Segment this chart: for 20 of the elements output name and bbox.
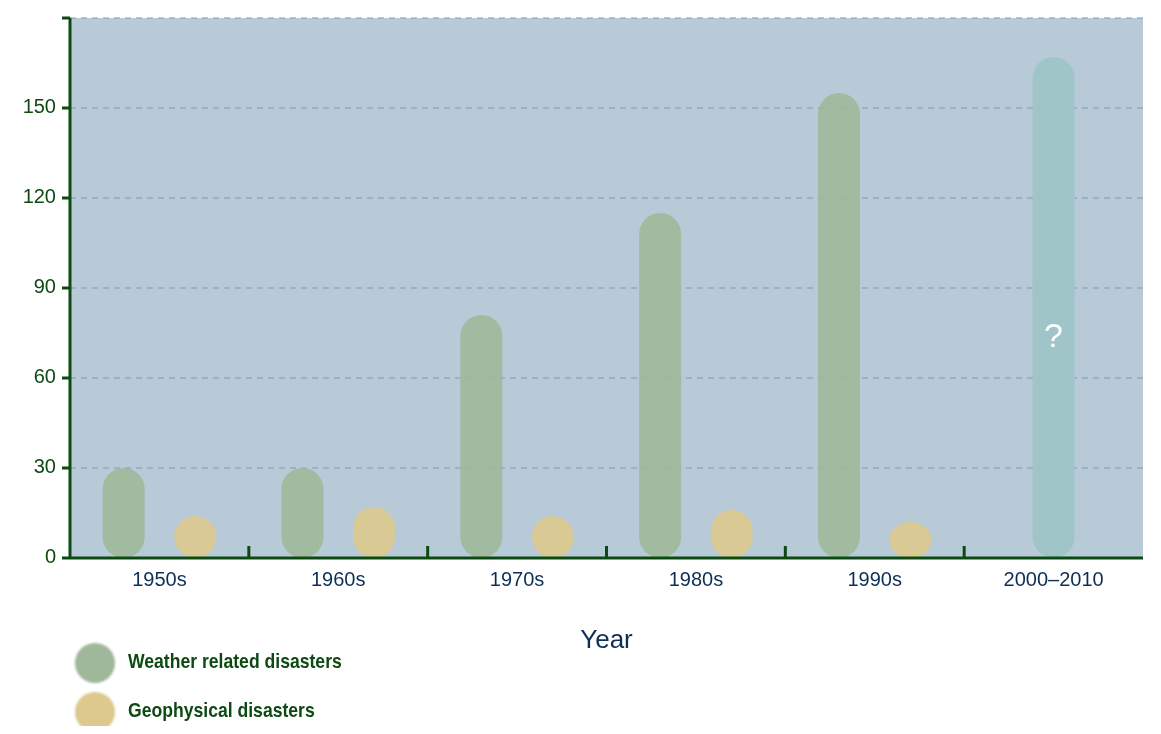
bar — [460, 315, 503, 558]
annotation: ? — [1044, 315, 1064, 354]
x-tick-label: 1960s — [311, 568, 366, 590]
x-tick-label: 1970s — [489, 568, 545, 590]
x-tick-label: 1980s — [668, 568, 724, 590]
y-tick-label: 30 — [33, 455, 56, 478]
y-tick-label: 0 — [44, 545, 56, 568]
y-tick-label: 60 — [33, 365, 56, 388]
y-tick-label: 120 — [22, 185, 56, 208]
x-tick-label: 1990s — [847, 568, 902, 590]
legend-label: Geophysical disasters — [128, 699, 315, 722]
bar — [817, 93, 860, 558]
x-tick-label: 1950s — [132, 568, 187, 590]
bar — [1032, 57, 1075, 558]
legend-label: Weather related disasters — [128, 650, 342, 673]
y-tick-label: 150 — [22, 95, 56, 118]
y-tick-label: 90 — [33, 275, 56, 298]
x-axis-title: Year — [580, 624, 634, 654]
x-tick-label: 2000–2010 — [1003, 568, 1104, 590]
bar — [639, 213, 682, 558]
